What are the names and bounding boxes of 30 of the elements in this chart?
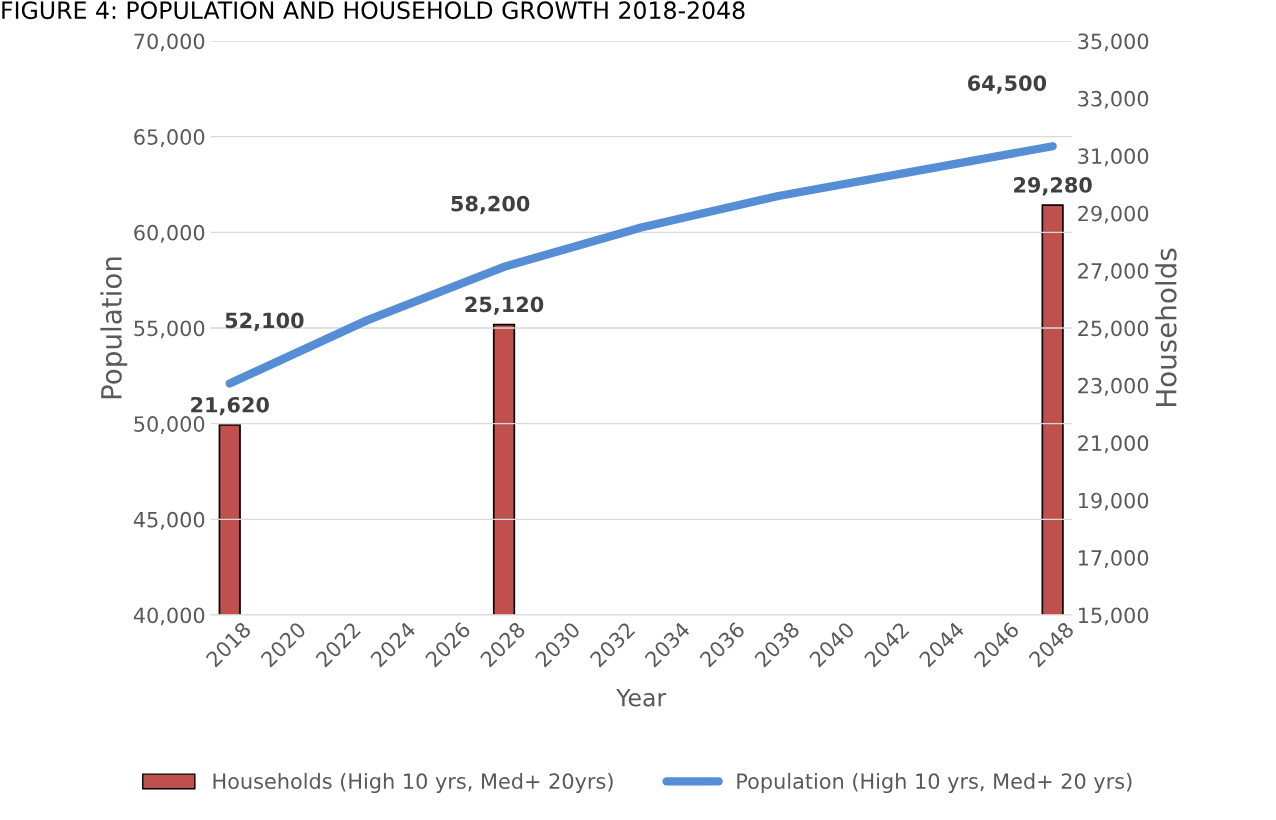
data-label: 21,620: [191, 396, 269, 416]
legend-label: Households (High 10 yrs, Med+ 20yrs): [213, 772, 613, 794]
y2-tick-label: 35,000: [1078, 33, 1149, 52]
y2-tick-label: 15,000: [1078, 607, 1149, 626]
y-tick-label: 45,000: [133, 511, 205, 530]
y2-tick-label: 31,000: [1078, 148, 1149, 167]
y-tick-label: 40,000: [133, 607, 205, 626]
x-axis-title: Year: [616, 689, 667, 707]
y-axis-title: Population: [100, 257, 128, 399]
y2-tick-label: 23,000: [1078, 377, 1149, 396]
y2-tick-label: 29,000: [1078, 205, 1149, 224]
y-tick-label: 55,000: [134, 320, 205, 339]
y-tick-label: 50,000: [134, 416, 205, 434]
y2-tick-label: 17,000: [1078, 550, 1149, 568]
data-label: 25,120: [465, 296, 544, 315]
y2-tick-label: 19,000: [1078, 492, 1149, 511]
y2-tick-label: 27,000: [1078, 263, 1149, 281]
y2-tick-label: 25,000: [1078, 320, 1149, 339]
data-label: 64,500: [967, 75, 1047, 94]
data-label: 29,280: [1014, 177, 1092, 196]
y-tick-label: 70,000: [134, 33, 205, 52]
data-label: 58,200: [451, 195, 530, 215]
data-label: 52,100: [225, 312, 304, 331]
y2-tick-label: 21,000: [1078, 435, 1149, 454]
y2-tick-label: 33,000: [1078, 90, 1149, 109]
y-tick-label: 60,000: [134, 224, 205, 243]
chart-title: FIGURE 4: POPULATION AND HOUSEHOLD GROWTH 2018-2048: [2, 1, 745, 20]
y-tick-label: 65,000: [134, 129, 205, 147]
legend-label: Population (High 10 yrs, Med+ 20 yrs): [737, 772, 1132, 794]
y2-axis-title: Households: [1155, 248, 1177, 407]
